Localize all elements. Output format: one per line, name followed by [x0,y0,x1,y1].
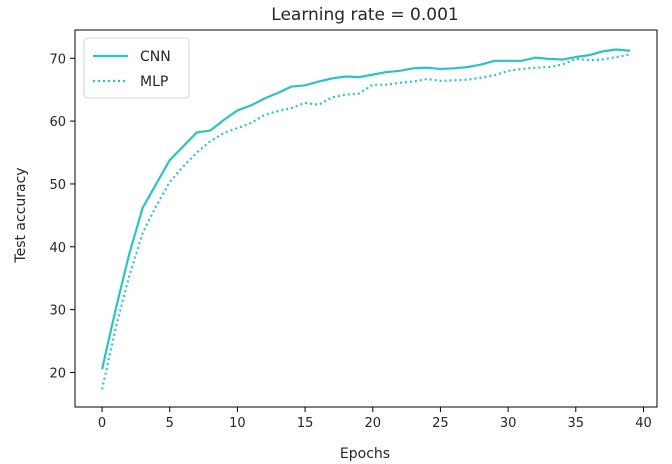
y-axis-label: Test accuracy [13,167,29,263]
series-line-cnn [100,48,631,370]
x-tick-label: 15 [297,416,314,431]
y-tick-label: 50 [49,178,66,193]
x-axis-label: Epochs [340,446,390,462]
plot-frame [74,29,658,408]
legend-label-cnn: CNN [140,49,171,65]
y-tick-label: 30 [49,304,66,319]
chart-title: Learning rate = 0.001 [271,5,458,25]
x-tick-label: 5 [166,416,174,431]
legend: CNN MLP [83,37,190,99]
y-tick-label: 60 [49,115,66,130]
x-tick-label: 20 [364,416,381,431]
x-tick-label: 30 [500,416,517,431]
series-line-mlp [100,53,631,390]
y-tick-label: 40 [49,241,66,256]
x-tick-label: 0 [98,416,106,431]
y-tick-label: 20 [49,366,66,381]
plot-area: 0 5 10 15 20 25 30 35 40 20 30 40 50 60 70 [49,29,658,431]
legend-label-mlp: MLP [140,74,168,90]
x-tick-label: 25 [432,416,449,431]
x-tick-label: 10 [229,416,246,431]
x-tick-label: 40 [635,416,652,431]
x-tick-label: 35 [568,416,585,431]
legend-box [83,37,190,99]
y-tick-label: 70 [49,52,66,67]
